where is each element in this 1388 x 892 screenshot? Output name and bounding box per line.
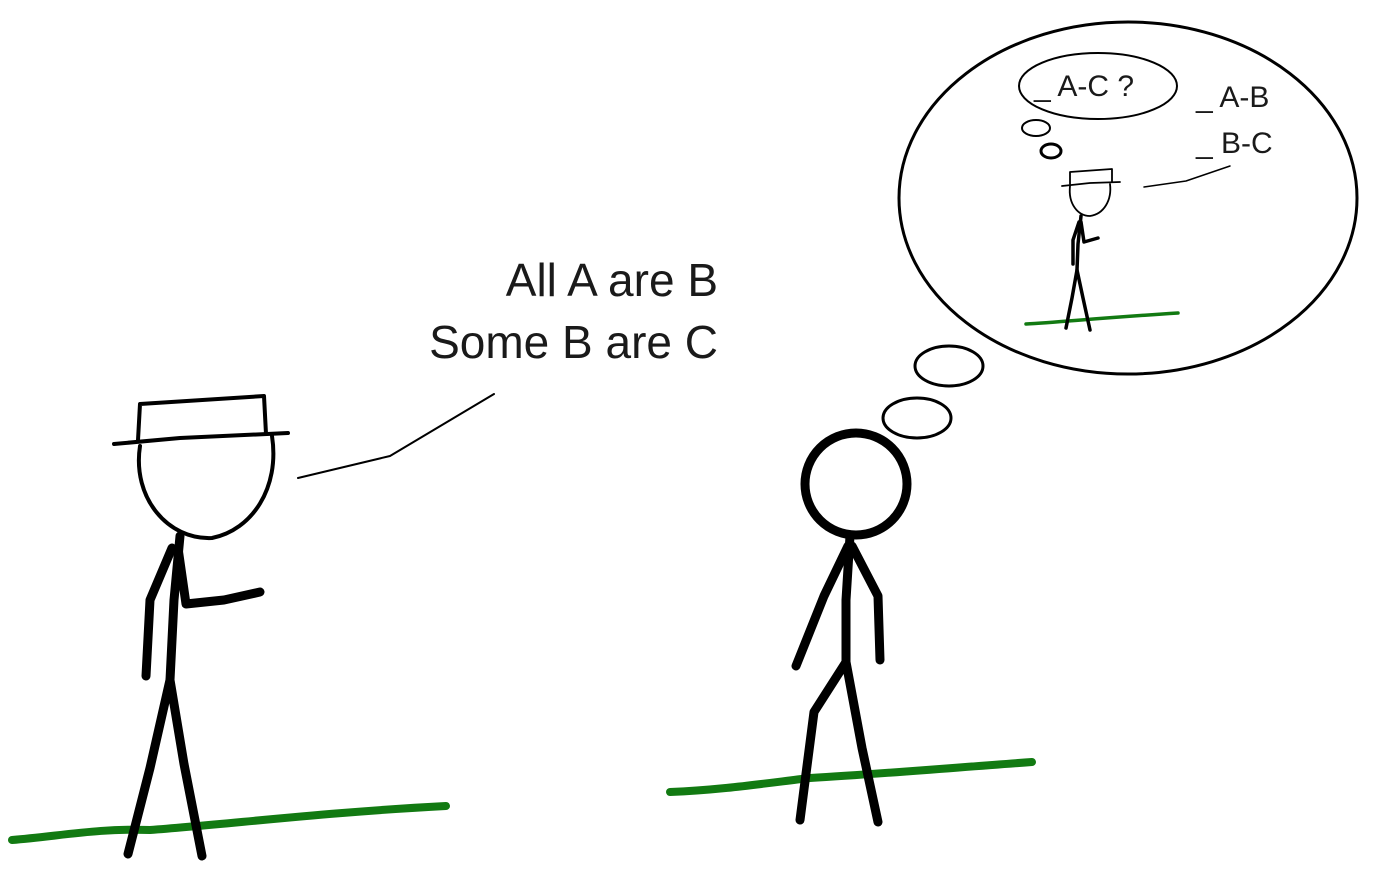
thought-question: _ A-C ? bbox=[1033, 70, 1134, 103]
thinker-figure bbox=[666, 428, 1036, 827]
thinker-right-arm bbox=[847, 541, 885, 665]
thinker-left-arm bbox=[791, 541, 853, 671]
hat-icon bbox=[112, 394, 290, 446]
speaker-head bbox=[136, 434, 276, 541]
inner-question-bubble bbox=[1018, 52, 1178, 120]
mini-speaker-figure bbox=[1024, 168, 1180, 332]
inner-trail-1 bbox=[1021, 119, 1051, 137]
thinker-legs bbox=[795, 657, 883, 827]
thought-bubble-main bbox=[897, 20, 1359, 376]
mini-legs bbox=[1064, 268, 1092, 332]
speech-line-2: Some B are C bbox=[429, 316, 718, 368]
speaker-figure bbox=[8, 394, 450, 861]
thought-premise-2: _ B-C bbox=[1195, 127, 1273, 160]
mini-right-arm bbox=[1079, 220, 1100, 244]
ground-line-right bbox=[666, 758, 1036, 796]
speech-line-1: All A are B bbox=[506, 254, 718, 306]
speaker-legs bbox=[123, 675, 207, 861]
mini-head bbox=[1068, 183, 1112, 217]
mini-hat-icon bbox=[1061, 168, 1121, 187]
mini-pointer-line bbox=[1143, 165, 1231, 188]
thought-trail-small bbox=[881, 396, 953, 440]
mini-left-arm bbox=[1071, 220, 1081, 266]
thought-bubble: _ A-C ? _ A-B _ B-C bbox=[881, 20, 1359, 440]
mini-ground-line bbox=[1024, 311, 1180, 326]
speaker-right-arm bbox=[173, 543, 265, 609]
speech-pointer-line bbox=[297, 393, 495, 479]
inner-trail-2 bbox=[1039, 142, 1063, 160]
speaker-left-arm bbox=[141, 543, 177, 681]
thinker-body bbox=[841, 531, 855, 667]
thought-premise-1: _ A-B bbox=[1195, 81, 1269, 114]
ground-line-left bbox=[8, 802, 450, 844]
thinker-head bbox=[800, 428, 912, 540]
thought-trail-large bbox=[913, 344, 985, 388]
